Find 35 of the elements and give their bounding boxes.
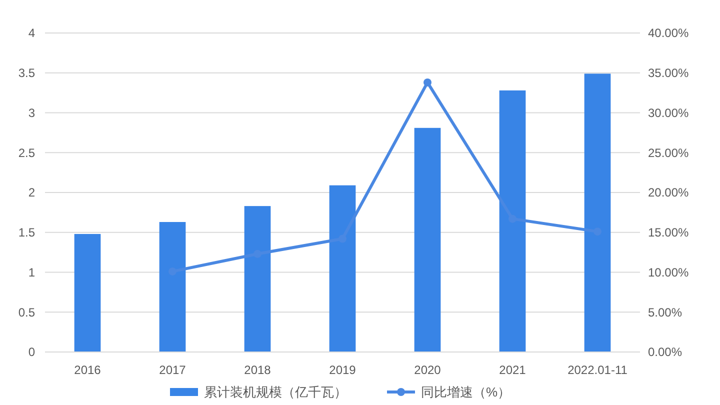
legend-label: 累计装机规模（亿千瓦）	[204, 384, 347, 400]
y-tick-label: 2	[28, 186, 36, 200]
y2-tick-label: 20.00%	[648, 186, 690, 200]
x-tick-label: 2022.01-11	[568, 363, 628, 377]
bar	[159, 222, 186, 352]
bar	[499, 90, 526, 352]
x-tick-label: 2019	[329, 363, 356, 377]
y2-tick-label: 30.00%	[648, 106, 690, 120]
y-tick-label: 1	[28, 265, 36, 280]
y-tick-label: 0	[28, 345, 36, 360]
y2-tick-label: 0.00%	[648, 345, 682, 360]
x-tick-label: 2016	[74, 363, 102, 377]
y2-tick-label: 5.00%	[648, 305, 682, 320]
x-tick-label: 2020	[414, 363, 442, 377]
bar	[74, 234, 101, 352]
point	[424, 78, 432, 86]
y2-tick-label: 25.00%	[648, 146, 690, 160]
y2-tick-label: 35.00%	[648, 66, 690, 80]
y-tick-label: 1.5	[18, 226, 36, 240]
y2-tick-label: 15.00%	[648, 226, 690, 240]
x-tick-label: 2018	[244, 363, 272, 377]
y-tick-label: 3.5	[18, 66, 36, 80]
y2-tick-label: 10.00%	[648, 265, 690, 280]
y2-tick-label: 40.00%	[648, 26, 690, 40]
x-tick-label: 2021	[499, 363, 526, 377]
legend-label: 同比增速（%）	[421, 384, 511, 400]
y-tick-label: 0.5	[18, 305, 36, 320]
bar	[244, 206, 271, 352]
y-tick-label: 3	[28, 106, 36, 120]
bar	[414, 128, 441, 352]
x-tick-label: 2017	[159, 363, 186, 377]
y-tick-label: 4	[28, 26, 36, 40]
bar	[329, 185, 356, 352]
y-tick-label: 2.5	[18, 146, 36, 160]
bar	[584, 74, 611, 352]
